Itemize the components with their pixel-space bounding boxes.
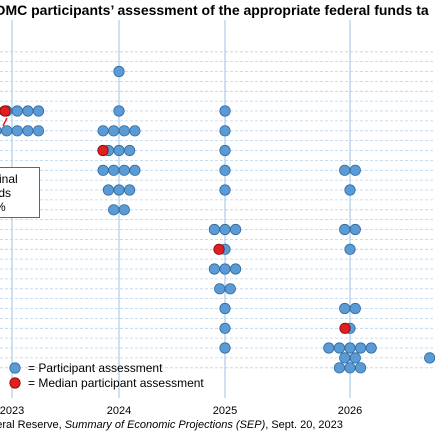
participant-dot: [344, 362, 356, 374]
participant-dot: [97, 164, 109, 176]
x-axis: 2023 2024 2025 2026: [0, 405, 362, 417]
median-dot: [97, 144, 109, 157]
x-tick-label-2023: 2023: [0, 405, 24, 417]
callout-line-2: unds: [0, 186, 12, 200]
participant-dot: [339, 164, 351, 176]
participant-dot: [129, 125, 141, 137]
participant-dot: [365, 342, 377, 354]
participant-dot: [344, 243, 356, 255]
participant-dot: [219, 164, 231, 176]
chart-title: FOMC participants’ assessment of the app…: [0, 2, 429, 18]
participant-dot: [118, 204, 130, 216]
participant-dot: [219, 144, 231, 157]
participant-dot: [208, 223, 220, 236]
participant-dot: [124, 184, 136, 196]
median-dot: [339, 322, 351, 334]
callout-pointer: [2, 117, 8, 127]
participant-dot: [349, 223, 361, 236]
participant-dot: [108, 204, 120, 216]
participant-dot: [344, 342, 356, 354]
callout-line-1: rminal: [0, 172, 18, 186]
source-prefix: ederal Reserve,: [0, 419, 62, 431]
participant-dot: [354, 342, 367, 354]
participant-dot: [339, 302, 351, 315]
legend-participant-label: = Participant assessment: [28, 361, 163, 375]
participant-dot: [349, 302, 361, 315]
participant-dot: [11, 105, 23, 117]
dot-series: [0, 65, 435, 374]
participant-dot: [219, 125, 231, 137]
participant-dot: [354, 362, 367, 374]
legend-median-marker: [9, 377, 21, 389]
participant-dot: [219, 263, 231, 275]
participant-dot: [219, 342, 231, 354]
participant-dot: [113, 105, 125, 117]
participant-dot: [208, 263, 220, 275]
participant-dot: [118, 125, 130, 137]
source-note: ederal Reserve, Summary of Economic Proj…: [0, 419, 435, 431]
participant-dot: [219, 184, 231, 196]
participant-dot: [219, 302, 231, 315]
grid-lines: [0, 20, 435, 398]
x-tick-label-2024: 2024: [107, 405, 131, 417]
median-dot: [0, 105, 11, 117]
participant-dot: [129, 164, 141, 176]
participant-dot: [333, 342, 345, 354]
source-publication: Summary of Economic Projections (SEP): [64, 419, 266, 431]
participant-dot: [118, 164, 130, 176]
x-tick-label-2026: 2026: [338, 405, 362, 417]
participant-dot: [11, 125, 23, 137]
participant-dot: [219, 223, 231, 236]
participant-dot: [32, 125, 45, 137]
participant-dot: [22, 125, 34, 137]
legend-median-label: = Median participant assessment: [28, 376, 204, 390]
participant-dot: [102, 184, 115, 196]
participant-dot: [124, 144, 136, 157]
source-suffix: , Sept. 20, 2023: [265, 419, 343, 431]
legend: = Participant assessment = Median partic…: [9, 361, 204, 390]
callout-line-3: .6%: [0, 200, 39, 214]
terminal-rate-callout: rminal unds .6%: [0, 167, 40, 218]
legend-participant-marker: [9, 362, 21, 374]
participant-dot: [113, 184, 125, 196]
participant-dot: [108, 164, 120, 176]
participant-dot: [214, 283, 226, 295]
participant-dot: [22, 105, 34, 117]
participant-dot: [323, 342, 335, 354]
participant-dot: [339, 223, 351, 236]
participant-dot: [230, 223, 242, 236]
x-tick-label-2025: 2025: [213, 405, 237, 417]
participant-dot: [108, 125, 120, 137]
participant-dot: [333, 362, 345, 374]
participant-dot: [424, 352, 435, 364]
participant-dot: [339, 352, 351, 364]
participant-dot: [230, 263, 242, 275]
participant-dot: [113, 144, 125, 157]
participant-dot: [1, 125, 13, 137]
participant-dot: [32, 105, 45, 117]
participant-dot: [219, 105, 231, 117]
participant-dot: [349, 164, 361, 176]
participant-dot: [97, 125, 109, 137]
participant-dot: [113, 65, 125, 78]
median-dot: [213, 243, 225, 255]
participant-dot: [219, 322, 231, 334]
participant-dot: [224, 283, 236, 295]
participant-dot: [344, 184, 356, 196]
participant-dot: [349, 352, 361, 364]
